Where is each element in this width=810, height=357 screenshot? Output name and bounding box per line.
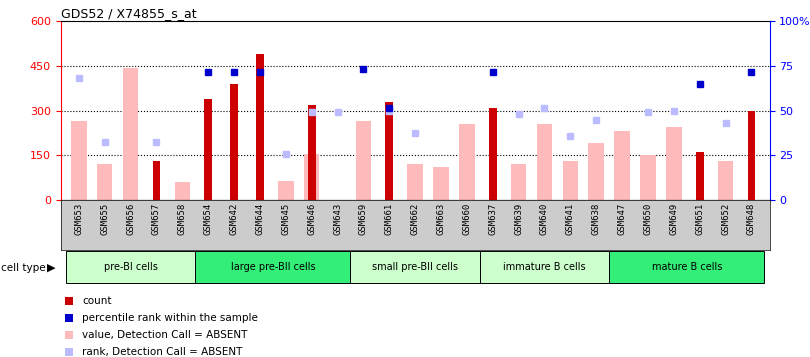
Bar	[66, 251, 195, 283]
Text: GSM637: GSM637	[488, 202, 497, 235]
Bar	[614, 131, 630, 200]
Text: GSM643: GSM643	[333, 202, 342, 235]
Bar	[308, 105, 316, 200]
Text: GSM644: GSM644	[255, 202, 264, 235]
Bar	[459, 124, 475, 200]
Text: GSM647: GSM647	[617, 202, 627, 235]
Text: GSM645: GSM645	[281, 202, 290, 235]
Text: immature B cells: immature B cells	[503, 262, 586, 272]
Text: GSM646: GSM646	[307, 202, 316, 235]
Text: GDS52 / X74855_s_at: GDS52 / X74855_s_at	[61, 7, 196, 20]
Bar	[407, 164, 423, 200]
Text: GSM653: GSM653	[75, 202, 83, 235]
Bar	[666, 127, 681, 200]
Text: GSM652: GSM652	[721, 202, 730, 235]
Bar	[489, 108, 497, 200]
Bar	[204, 99, 212, 200]
Bar	[278, 181, 293, 200]
Text: GSM662: GSM662	[411, 202, 420, 235]
Text: pre-BI cells: pre-BI cells	[104, 262, 157, 272]
Bar	[718, 161, 733, 200]
Bar	[696, 152, 704, 200]
Text: GSM639: GSM639	[514, 202, 523, 235]
Bar	[97, 164, 113, 200]
Text: count: count	[82, 296, 112, 306]
Text: GSM640: GSM640	[540, 202, 549, 235]
Bar	[123, 67, 139, 200]
Text: GSM641: GSM641	[566, 202, 575, 235]
Text: GSM638: GSM638	[591, 202, 601, 235]
Bar	[748, 111, 755, 200]
Bar	[195, 251, 351, 283]
Text: cell type: cell type	[1, 263, 45, 273]
Text: GSM660: GSM660	[463, 202, 471, 235]
Text: GSM650: GSM650	[643, 202, 652, 235]
Bar	[175, 182, 190, 200]
Text: mature B cells: mature B cells	[651, 262, 722, 272]
Text: GSM642: GSM642	[229, 202, 239, 235]
Text: GSM649: GSM649	[669, 202, 678, 235]
Text: percentile rank within the sample: percentile rank within the sample	[82, 313, 258, 323]
Bar	[588, 144, 604, 200]
Text: GSM658: GSM658	[178, 202, 187, 235]
Text: large pre-BII cells: large pre-BII cells	[231, 262, 315, 272]
Text: rank, Detection Call = ABSENT: rank, Detection Call = ABSENT	[82, 347, 242, 357]
Text: GSM655: GSM655	[100, 202, 109, 235]
Text: GSM657: GSM657	[152, 202, 161, 235]
Bar	[537, 124, 552, 200]
Bar	[230, 84, 238, 200]
Text: GSM661: GSM661	[385, 202, 394, 235]
Bar	[386, 102, 393, 200]
Bar	[256, 54, 264, 200]
Text: GSM663: GSM663	[437, 202, 446, 235]
Text: GSM659: GSM659	[359, 202, 368, 235]
Text: GSM654: GSM654	[203, 202, 213, 235]
Bar	[71, 121, 87, 200]
Bar	[511, 164, 526, 200]
Bar	[356, 121, 371, 200]
Bar	[640, 155, 655, 200]
Bar	[351, 251, 480, 283]
Text: GSM648: GSM648	[747, 202, 756, 235]
Bar	[433, 167, 449, 200]
Text: small pre-BII cells: small pre-BII cells	[372, 262, 458, 272]
Text: GSM651: GSM651	[695, 202, 704, 235]
Text: GSM656: GSM656	[126, 202, 135, 235]
Text: ▶: ▶	[47, 263, 55, 273]
Bar	[304, 154, 319, 200]
Bar	[152, 161, 160, 200]
Bar	[480, 251, 609, 283]
Text: value, Detection Call = ABSENT: value, Detection Call = ABSENT	[82, 330, 247, 340]
Bar	[609, 251, 765, 283]
Bar	[563, 161, 578, 200]
